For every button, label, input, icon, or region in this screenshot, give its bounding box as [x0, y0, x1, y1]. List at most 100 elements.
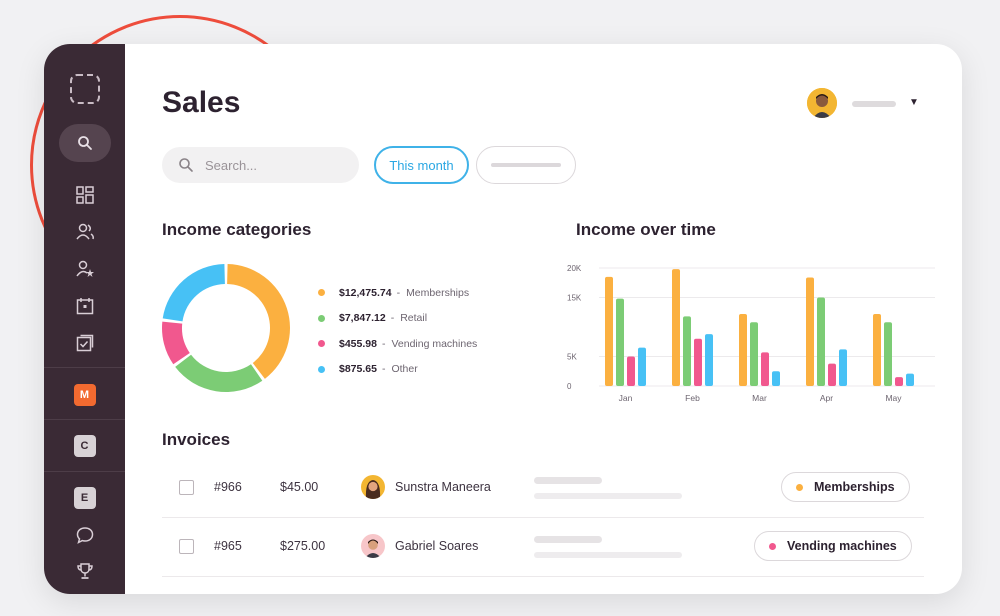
avatar: [361, 475, 385, 499]
users-icon: [75, 223, 94, 240]
donut-slice-vending-machines: [162, 321, 190, 365]
workspace-m-button[interactable]: M: [73, 384, 96, 406]
bar-jan-series-3: [627, 356, 635, 386]
x-tick-label: Apr: [820, 393, 833, 403]
category-label: Memberships: [814, 480, 895, 494]
search-icon: [179, 158, 193, 172]
logo[interactable]: [44, 73, 125, 105]
donut-slice-retail: [175, 354, 263, 392]
customer-name: Sunstra Maneera: [395, 480, 491, 494]
sidebar-item-dashboard[interactable]: [44, 184, 125, 206]
category-badge[interactable]: Memberships: [781, 472, 910, 502]
legend-dot: [318, 365, 325, 373]
bar-jan-series-2: [616, 298, 624, 386]
user-name-placeholder: [852, 101, 896, 107]
sidebar-item-users[interactable]: [44, 221, 125, 243]
sidebar-item-tasks[interactable]: [44, 332, 125, 354]
y-tick-label: 15K: [567, 294, 582, 303]
sidebar-item-favorite-users[interactable]: [44, 258, 125, 280]
bar-jan-series-1: [605, 276, 613, 386]
y-tick-label: 5K: [567, 353, 577, 362]
bar-mar-series-2: [750, 322, 758, 386]
bar-may-series-4: [906, 373, 914, 386]
search-bar[interactable]: [162, 147, 359, 183]
workspace-c-button[interactable]: C: [73, 435, 96, 457]
y-tick-label: 20K: [567, 264, 582, 273]
legend-label: Other: [391, 363, 418, 376]
avatar-image: [361, 475, 385, 499]
legend-dot: [318, 314, 325, 322]
chevron-down-icon[interactable]: ▼: [909, 97, 919, 108]
text-placeholder: [534, 477, 602, 484]
main-content: Sales ▼ This month Income categories: [125, 44, 962, 594]
user-avatar[interactable]: [807, 88, 837, 118]
legend-item: $12,475.74 - Memberships: [318, 280, 477, 306]
income-categories-legend: $12,475.74 - Memberships $7,847.12 - Ret…: [318, 280, 477, 382]
sidebar-item-messages[interactable]: [44, 525, 125, 545]
legend-label: Memberships: [406, 286, 470, 299]
category-dot: [796, 483, 803, 491]
sidebar-divider: [44, 419, 125, 420]
filter-tab-this-month[interactable]: This month: [374, 146, 469, 184]
bar-feb-series-3: [694, 338, 702, 386]
bar-jan-series-4: [638, 347, 646, 386]
legend-value: $875.65: [339, 363, 377, 376]
text-placeholder: [534, 493, 682, 499]
search-input[interactable]: [203, 156, 347, 174]
table-row[interactable]: #966 $45.00 Sunstra Maneera Memberships: [162, 459, 924, 517]
category-badge[interactable]: Vending machines: [754, 531, 912, 561]
chat-icon: [76, 527, 93, 544]
customer-name: Gabriel Soares: [395, 539, 479, 553]
legend-separator: -: [390, 312, 395, 325]
x-tick-label: Feb: [685, 393, 700, 403]
dashboard-icon: [75, 186, 94, 204]
trophy-icon: [76, 563, 93, 579]
sidebar-item-achievements[interactable]: [44, 561, 125, 581]
income-over-time-chart: 20K 15K 5K 0 Jan Feb Mar Apr May: [567, 264, 935, 403]
bar-may-series-1: [873, 314, 881, 386]
bar-apr-series-4: [839, 349, 847, 386]
app-window: M C E Sales: [44, 44, 962, 594]
row-divider: [162, 576, 924, 577]
legend-value: $12,475.74: [339, 286, 392, 299]
filter-tab-other[interactable]: [476, 146, 576, 184]
invoice-number: #965: [214, 539, 242, 553]
bar-apr-series-2: [817, 297, 825, 386]
legend-item: $875.65 - Other: [318, 357, 477, 383]
legend-item: $7,847.12 - Retail: [318, 306, 477, 332]
invoice-amount: $45.00: [280, 480, 319, 494]
user-star-icon: [75, 260, 94, 277]
bar-feb-series-1: [672, 269, 680, 386]
legend-separator: -: [381, 363, 386, 376]
x-tick-label: Mar: [752, 393, 767, 403]
calendar-icon: [76, 298, 93, 315]
legend-value: $455.98: [339, 337, 377, 350]
category-dot: [769, 542, 776, 550]
sidebar-divider: [44, 471, 125, 472]
text-placeholder: [534, 552, 682, 558]
bar-feb-series-2: [683, 316, 691, 386]
sidebar-divider: [44, 367, 125, 368]
search-icon: [77, 136, 92, 150]
row-checkbox[interactable]: [179, 480, 194, 495]
legend-dot: [318, 340, 325, 348]
avatar: [361, 534, 385, 558]
checklist-icon: [76, 334, 93, 352]
table-row[interactable]: #965 $275.00 Gabriel Soares Vending mach…: [162, 518, 924, 576]
legend-separator: -: [396, 286, 401, 299]
logo-placeholder-icon: [69, 74, 100, 104]
row-checkbox[interactable]: [179, 539, 194, 554]
legend-separator: -: [381, 337, 386, 350]
y-tick-label: 0: [567, 382, 572, 391]
x-tick-label: May: [885, 393, 902, 403]
sidebar-item-calendar[interactable]: [44, 295, 125, 317]
income-categories-donut: [162, 264, 290, 392]
bar-mar-series-3: [761, 352, 769, 386]
sidebar-search-button[interactable]: [58, 124, 111, 162]
sidebar: M C E: [44, 44, 125, 594]
page-title: Sales: [162, 86, 241, 119]
text-placeholder: [534, 536, 602, 543]
bar-apr-series-3: [828, 363, 836, 386]
bar-apr-series-1: [806, 277, 814, 386]
workspace-e-button[interactable]: E: [73, 487, 96, 509]
